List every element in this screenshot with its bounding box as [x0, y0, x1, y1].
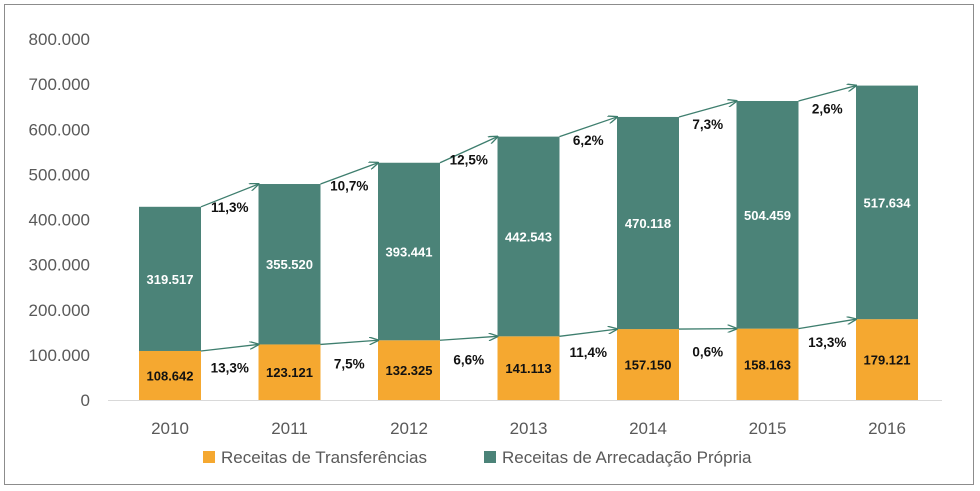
growth-arrow-arrecadacao — [678, 101, 737, 118]
data-label-transferencias: 157.150 — [625, 358, 672, 373]
growth-arrow-arrecadacao — [320, 163, 379, 185]
bar-transferencias — [736, 328, 799, 400]
data-label-arrecadacao: 470.118 — [625, 216, 671, 231]
bar-transferencias — [617, 329, 679, 400]
growth-label-transferencias: 0,6% — [692, 345, 723, 360]
bar-arrecadacao — [617, 116, 679, 330]
bar-transferencias — [378, 340, 440, 400]
growth-label-transferencias: 11,4% — [569, 345, 607, 360]
growth-label-arrecadacao: 6,2% — [573, 133, 604, 148]
growth-label-arrecadacao: 2,6% — [812, 102, 843, 117]
legend: Receitas de Transferências Receitas de Ar… — [203, 448, 752, 467]
x-tick-label: 2010 — [151, 419, 189, 438]
x-tick-label: 2013 — [510, 419, 548, 438]
data-label-arrecadacao: 355.520 — [266, 257, 313, 272]
data-label-transferencias: 179.121 — [864, 353, 911, 368]
growth-arrows — [200, 86, 857, 352]
bar-arrecadacao — [497, 136, 560, 337]
x-tick-label: 2016 — [868, 419, 906, 438]
growth-label-transferencias: 13,3% — [808, 335, 846, 350]
data-label-arrecadacao: 442.543 — [505, 229, 552, 244]
growth-label-arrecadacao: 11,3% — [211, 200, 249, 215]
bar-arrecadacao — [139, 206, 201, 351]
y-tick-label: 300.000 — [29, 256, 90, 275]
bar-transferencias — [139, 350, 201, 400]
y-tick-label: 100.000 — [29, 346, 90, 365]
legend-label-arrecadacao: Receitas de Arrecadação Própria — [502, 448, 752, 467]
data-label-transferencias: 123.121 — [266, 365, 313, 380]
growth-arrow-arrecadacao — [200, 184, 259, 208]
growth-arrow-arrecadacao — [798, 86, 857, 102]
growth-label-transferencias: 13,3% — [211, 360, 249, 375]
y-tick-label: 800.000 — [29, 30, 90, 49]
bar-transferencias — [258, 344, 321, 400]
x-tick-label: 2015 — [749, 419, 787, 438]
growth-arrow-transferencias — [798, 319, 857, 330]
x-tick-label: 2014 — [629, 419, 667, 438]
growth-label-arrecadacao: 7,3% — [692, 117, 723, 132]
data-label-arrecadacao: 504.459 — [744, 208, 791, 223]
data-labels: 108.642 319.517 123.121 355.520 132.325 393.4… — [147, 102, 912, 384]
legend-swatch-transferencias — [203, 451, 215, 463]
growth-arrow-transferencias — [439, 336, 498, 341]
bar-arrecadacao — [258, 184, 321, 345]
axes: 0 100.000 200.000 300.000 400.000 500.000 600.… — [29, 30, 942, 438]
growth-label-transferencias: 7,5% — [334, 356, 365, 371]
y-tick-label: 200.000 — [29, 301, 90, 320]
growth-arrow-transferencias — [320, 340, 379, 346]
bars — [139, 85, 918, 400]
growth-arrow-arrecadacao — [559, 117, 618, 138]
data-label-transferencias: 141.113 — [505, 361, 551, 376]
data-label-arrecadacao: 393.441 — [386, 245, 433, 260]
legend-label-transferencias: Receitas de Transferências — [221, 448, 427, 467]
bar-arrecadacao — [378, 162, 440, 341]
y-tick-label: 500.000 — [29, 165, 90, 184]
y-tick-label: 600.000 — [29, 120, 90, 139]
data-label-transferencias: 132.325 — [386, 363, 433, 378]
bar-arrecadacao — [856, 85, 918, 320]
bar-transferencias — [497, 336, 560, 400]
y-tick-label: 700.000 — [29, 75, 90, 94]
data-label-arrecadacao: 319.517 — [147, 272, 194, 287]
growth-label-arrecadacao: 10,7% — [330, 179, 368, 194]
growth-label-arrecadacao: 12,5% — [450, 153, 488, 168]
data-label-arrecadacao: 517.634 — [864, 195, 912, 210]
x-tick-label: 2012 — [390, 419, 428, 438]
legend-swatch-arrecadacao — [484, 451, 496, 463]
growth-label-transferencias: 6,6% — [453, 352, 484, 367]
data-label-transferencias: 108.642 — [147, 368, 194, 383]
y-tick-label: 0 — [81, 391, 90, 410]
data-label-transferencias: 158.163 — [744, 357, 791, 372]
growth-arrow-arrecadacao — [439, 137, 498, 164]
growth-arrow-transferencias — [559, 329, 618, 337]
bar-arrecadacao — [736, 100, 799, 329]
bar-transferencias — [856, 319, 918, 400]
y-tick-label: 400.000 — [29, 211, 90, 230]
x-tick-label: 2011 — [271, 419, 308, 438]
growth-arrow-transferencias — [200, 344, 259, 352]
